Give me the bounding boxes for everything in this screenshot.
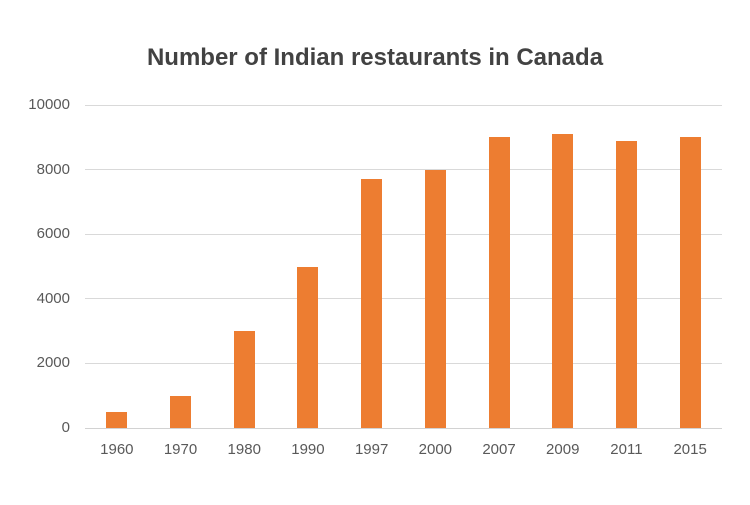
gridline (85, 169, 722, 171)
plot-area (85, 104, 722, 429)
x-axis-tick-label: 2007 (482, 441, 516, 458)
bar-2015 (679, 137, 701, 428)
y-axis-tick-label: 0 (61, 419, 70, 436)
x-axis-tick-label: 1997 (354, 441, 389, 458)
x-axis-tick-label: 1960 (100, 441, 134, 458)
bar-2011 (615, 140, 637, 428)
bar-2009 (552, 134, 574, 428)
gridline (85, 362, 722, 364)
bar-1970 (170, 395, 192, 428)
x-axis-line (85, 427, 722, 429)
y-axis-tick-label: 2000 (36, 354, 70, 372)
x-axis-tick-label: 1970 (163, 441, 198, 458)
y-axis-tick-label: 8000 (36, 160, 70, 178)
gridline (85, 298, 722, 300)
x-axis-tick-label: 2000 (418, 441, 453, 458)
x-axis: 1960 1970 1980 1990 1997 2000 2007 2009 2011 2015 (85, 441, 722, 461)
bar-1997 (361, 179, 383, 428)
bar-1990 (297, 266, 319, 428)
x-axis-tick-label: 1980 (227, 441, 261, 458)
y-axis: 0 2000 4000 6000 8000 10000 (0, 96, 70, 436)
bar-2007 (488, 137, 510, 428)
gridline (85, 233, 722, 235)
bar-1960 (106, 411, 128, 428)
x-axis-tick-label: 2015 (673, 441, 707, 458)
chart-title: Number of Indian restaurants in Canada (146, 44, 604, 71)
x-axis-tick-label: 1990 (291, 441, 325, 458)
y-axis-tick-label: 10000 (28, 96, 70, 113)
gridline (85, 104, 722, 106)
x-axis-tick-label: 2009 (546, 441, 580, 458)
y-axis-tick-label: 4000 (36, 289, 70, 307)
y-axis-tick-label: 6000 (36, 225, 70, 243)
bar-1980 (233, 331, 255, 428)
bar-2000 (424, 169, 446, 428)
x-axis-tick-label: 2011 (610, 441, 643, 458)
